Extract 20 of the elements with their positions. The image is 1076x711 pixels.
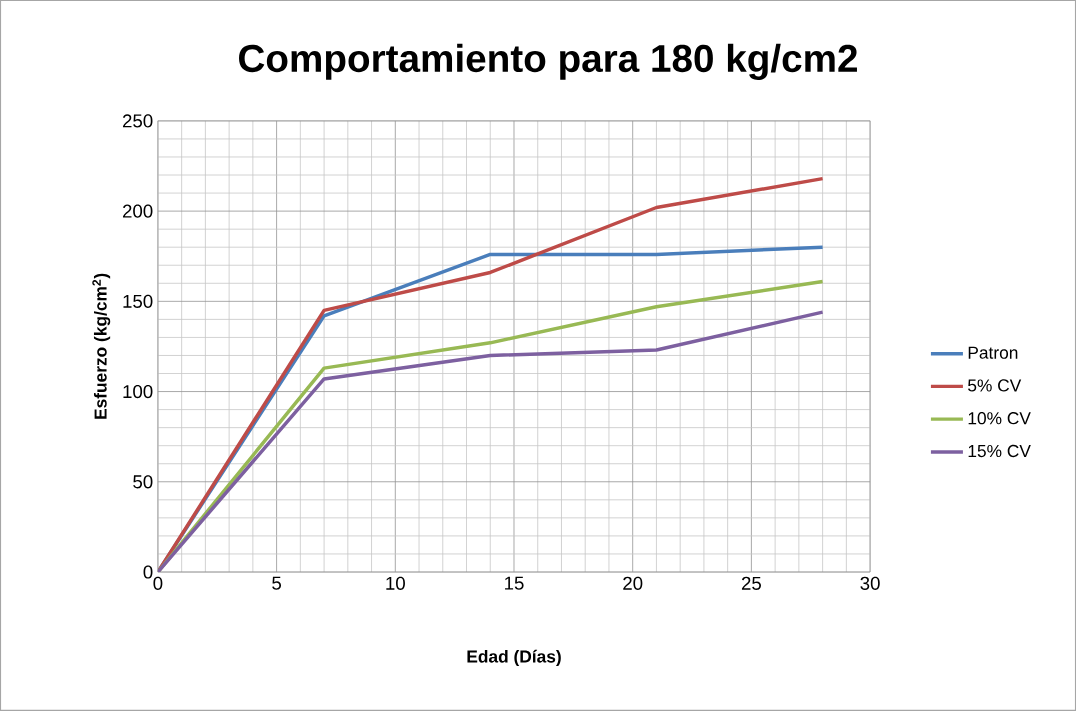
- x-tick-label: 20: [623, 576, 643, 590]
- y-tick-label: 250: [122, 114, 153, 128]
- y-tick-label: 200: [122, 204, 153, 218]
- chart-title: Comportamiento para 180 kg/cm2: [239, 43, 857, 81]
- legend-label: 5% CV: [968, 379, 1022, 392]
- x-tick-label: 30: [860, 576, 880, 590]
- y-tick-label: 150: [123, 294, 153, 308]
- y-tick-label: 50: [133, 475, 153, 489]
- x-tick-label: 5: [272, 576, 282, 590]
- legend-label: Patron: [968, 346, 1018, 359]
- x-tick-label: 0: [153, 576, 163, 590]
- x-tick-label: 25: [741, 576, 761, 590]
- legend-label: 10% CV: [968, 412, 1031, 425]
- y-tick-label: 100: [123, 384, 153, 399]
- y-axis-title: Esfuerzo (kg/cm$^{2}$): [92, 273, 111, 419]
- y-tick-label: 0: [143, 565, 153, 579]
- x-axis-title: Edad (Días): [467, 649, 561, 667]
- x-tick-label: 10: [386, 576, 405, 590]
- legend-label: 15% CV: [968, 444, 1031, 458]
- x-tick-label: 15: [505, 576, 524, 590]
